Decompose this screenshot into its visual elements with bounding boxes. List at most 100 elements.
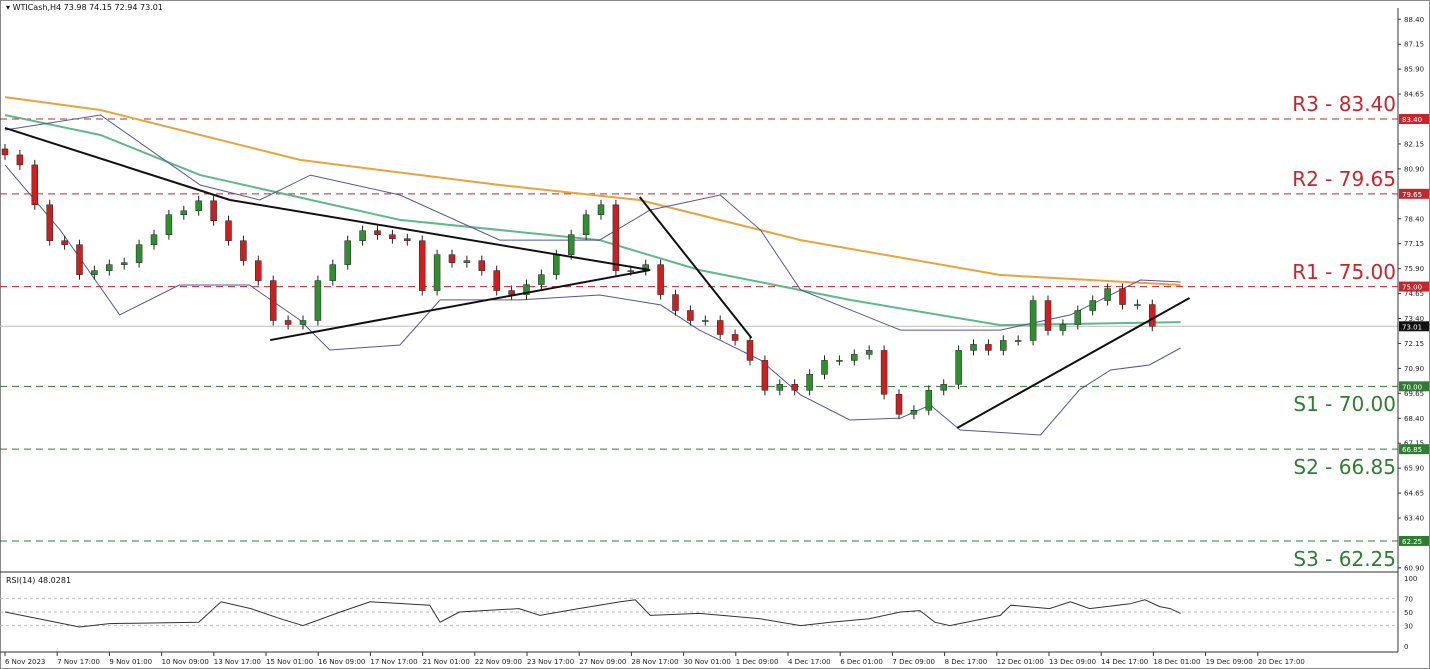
y-tick-label: 68.40 — [1404, 415, 1424, 423]
moving-average-slow — [4, 96, 1181, 286]
trendline — [956, 297, 1191, 429]
x-tick-label: 1 Dec 09:00 — [736, 658, 779, 666]
x-tick-label: 13 Nov 17:00 — [214, 658, 261, 666]
candle-body — [448, 254, 456, 263]
rsi-pane: 100 70 50 30 0 — [0, 575, 1417, 651]
candle-body — [433, 254, 441, 291]
candle-body — [776, 384, 784, 391]
level-tag-s1: 70.00 — [1402, 383, 1422, 391]
y-tick-label: 82.15 — [1404, 140, 1424, 148]
trendlines — [4, 127, 1191, 429]
x-tick-label: 6 Dec 01:00 — [840, 658, 883, 666]
candle-body — [612, 204, 620, 271]
collapse-triangle-icon[interactable]: ▾ — [6, 3, 11, 12]
candle-body — [553, 254, 560, 275]
candle-body — [120, 262, 128, 265]
level-tag-bg — [1399, 535, 1429, 546]
trendline — [638, 196, 753, 339]
candle-body — [1014, 340, 1022, 342]
y-tick-label: 88.40 — [1404, 16, 1424, 24]
x-tick-label: 21 Nov 01:00 — [423, 658, 470, 666]
candle-body — [195, 200, 202, 212]
level-tag-r1: 75.00 — [1402, 284, 1422, 292]
candle-body — [493, 270, 500, 291]
x-tick-label: 10 Nov 09:00 — [162, 658, 209, 666]
candle-body — [31, 164, 39, 206]
candle-body — [329, 264, 337, 281]
candle-body — [106, 264, 113, 271]
candle-body — [1149, 304, 1156, 327]
candle-body — [389, 234, 396, 239]
rsi-tick-label: 0 — [1404, 643, 1408, 651]
candle-body — [344, 240, 351, 265]
level-tag-bg — [1399, 188, 1429, 199]
candle-body — [582, 214, 590, 235]
candle-body — [165, 214, 173, 235]
candle-body — [731, 334, 739, 341]
y-tick-label: 73.40 — [1404, 315, 1424, 323]
y-tick-label: 72.15 — [1404, 340, 1424, 348]
candle-body — [269, 280, 277, 321]
y-tick-label: 64.65 — [1404, 490, 1424, 498]
level-tag-bg — [1399, 444, 1429, 455]
candle-body — [1029, 300, 1037, 341]
candle-body — [672, 294, 679, 311]
ohlc-values: 73.98 74.15 72.94 73.01 — [63, 3, 163, 12]
candle-body — [940, 384, 947, 391]
candle-body — [314, 280, 322, 321]
candle-body — [851, 354, 858, 361]
candle-body — [1059, 324, 1067, 331]
candle-body — [716, 320, 724, 335]
candle-body — [1089, 300, 1096, 311]
candle-body — [627, 270, 635, 272]
candle-body — [1074, 310, 1082, 325]
x-tick-label: 28 Nov 17:00 — [631, 658, 678, 666]
level-label-s2: S2 - 66.85 — [1293, 455, 1396, 480]
candle-body — [1044, 300, 1052, 331]
rsi-label: RSI(14) 48.0281 — [6, 576, 72, 585]
candle-body — [1104, 288, 1111, 301]
candle-body — [985, 344, 992, 351]
candle-body — [880, 350, 888, 395]
candle-body — [76, 244, 83, 275]
candle-body — [806, 374, 813, 391]
candle-body — [925, 390, 933, 411]
indicator-lines — [4, 96, 1181, 436]
rsi-tick-label: 70 — [1404, 595, 1413, 603]
candle-body — [791, 384, 798, 391]
candle-body — [180, 210, 188, 216]
candle-body — [135, 244, 143, 263]
x-tick-label: 20 Dec 17:00 — [1258, 658, 1305, 666]
x-tick-label: 30 Nov 01:00 — [684, 658, 731, 666]
candle-body — [687, 310, 694, 321]
axes: 88.40 87.15 85.90 84.65 82.15 80.90 78.40 77.15… — [0, 8, 1429, 666]
level-tag-r3: 83.40 — [1402, 116, 1422, 124]
candle-body — [374, 230, 381, 235]
level-label-r2: R2 - 79.65 — [1292, 166, 1396, 191]
x-tick-label: 8 Dec 17:00 — [945, 658, 988, 666]
level-label-s1: S1 - 70.00 — [1293, 392, 1396, 417]
candle-body — [359, 230, 366, 241]
candle-body — [463, 260, 471, 263]
candle-body — [955, 350, 962, 385]
level-label-r1: R1 - 75.00 — [1292, 259, 1396, 284]
y-tick-label: 87.15 — [1404, 41, 1424, 49]
x-tick-label: 17 Nov 17:00 — [370, 658, 417, 666]
x-tick-label: 14 Dec 17:00 — [1101, 658, 1148, 666]
candle-body — [567, 234, 575, 255]
x-tick-label: 23 Nov 17:00 — [527, 658, 574, 666]
x-tick-label: 19 Dec 09:00 — [1206, 658, 1253, 666]
level-tag-bg — [1399, 114, 1429, 124]
y-tick-label: 65.90 — [1404, 465, 1424, 473]
level-tag-s3: 62.25 — [1402, 538, 1422, 546]
rsi-tick-label: 50 — [1404, 609, 1413, 617]
y-tick-label: 85.90 — [1404, 66, 1424, 74]
y-tick-label: 70.90 — [1404, 365, 1424, 373]
level-tag-s2: 66.85 — [1402, 446, 1422, 454]
y-tick-label: 77.15 — [1404, 240, 1424, 248]
candle-body — [895, 394, 903, 415]
candle-body — [597, 204, 605, 216]
x-tick-label: 22 Nov 09:00 — [475, 658, 522, 666]
rsi-tick-label: 100 — [1404, 575, 1417, 583]
candle-body — [225, 220, 232, 241]
